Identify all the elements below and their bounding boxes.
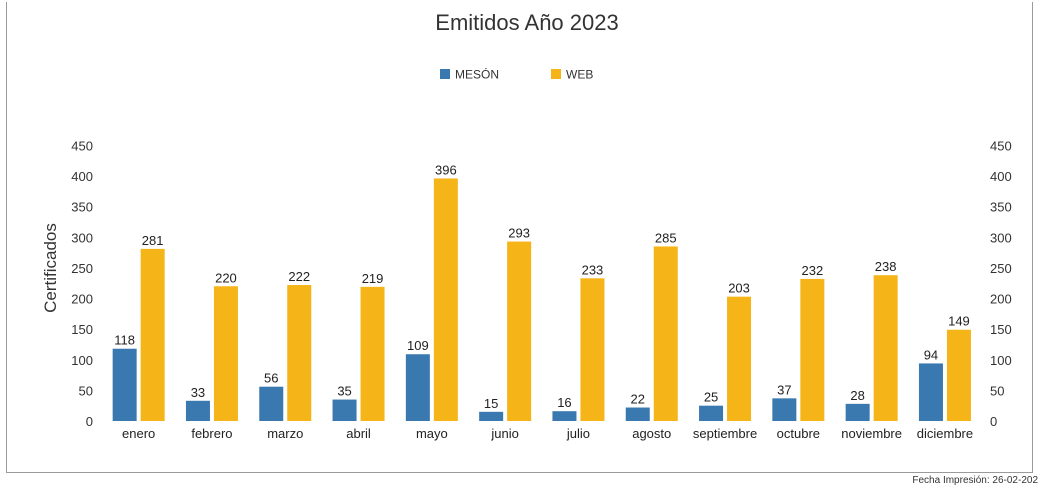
legend-swatch-0 [440,69,450,79]
y-tick-left: 400 [71,169,93,184]
category-label-noviembre: noviembre [841,426,902,441]
chart-frame [6,2,1033,473]
y-tick-left: 200 [71,292,93,307]
y-tick-right: 450 [990,138,1012,153]
y-axis-left: 0 50 100 150 200 250 300 350 400 450 [71,138,93,429]
bar-septiembre-1 [727,296,752,421]
y-tick-right: 300 [990,230,1012,245]
bar-mayo-0 [405,354,430,421]
value-label: 238 [875,259,897,274]
value-label: 35 [337,384,351,399]
value-label: 56 [264,371,278,386]
bar-agosto-1 [653,246,678,421]
value-label: 203 [728,281,750,296]
y-tick-right: 200 [990,292,1012,307]
y-axis-right: 0 50 100 150 200 250 300 350 400 450 [990,138,1012,429]
bar-enero-0 [112,348,137,421]
value-label: 118 [114,333,135,348]
bar-marzo-0 [259,386,284,421]
value-label: 22 [631,392,645,407]
category-label-abril: abril [346,426,371,441]
bar-mayo-1 [433,178,458,421]
value-label: 219 [362,271,384,286]
print-date: Fecha Impresión: 26-02-202 [912,475,1038,486]
category-label-junio: junio [490,426,518,441]
bar-febrero-0 [185,400,210,421]
bar-junio-0 [479,411,504,421]
category-label-septiembre: septiembre [693,426,757,441]
category-label-enero: enero [122,426,155,441]
y-tick-right: 0 [990,414,997,429]
bar-enero-1 [140,248,165,421]
y-tick-right: 350 [990,200,1012,215]
value-label: 16 [557,395,571,410]
legend-label-1: WEB [566,68,593,82]
bar-octubre-1 [800,278,825,421]
legend: MESÓN WEB [440,67,593,82]
y-tick-left: 350 [71,200,93,215]
bar-octubre-0 [772,398,797,421]
bar-septiembre-0 [699,405,724,421]
bar-abril-1 [360,286,385,421]
y-tick-right: 150 [990,322,1012,337]
y-axis-label: Certificados [41,223,60,313]
bar-abril-0 [332,399,357,421]
value-label: 94 [924,347,938,362]
y-tick-left: 150 [71,322,93,337]
y-tick-left: 50 [79,383,93,398]
category-label-mayo: mayo [416,426,448,441]
value-label: 222 [288,269,310,284]
bar-marzo-1 [287,285,312,421]
y-tick-left: 300 [71,230,93,245]
legend-swatch-1 [551,69,561,79]
value-label: 33 [191,385,205,400]
category-label-diciembre: diciembre [917,426,973,441]
value-label: 285 [655,230,677,245]
legend-label-0: MESÓN [455,67,499,82]
value-label: 220 [215,270,237,285]
y-tick-right: 50 [990,383,1004,398]
y-tick-left: 100 [71,353,93,368]
bar-junio-1 [507,241,532,421]
value-label: 25 [704,390,718,405]
y-tick-right: 100 [990,353,1012,368]
value-label: 233 [582,262,604,277]
value-label: 149 [948,314,970,329]
value-label: 293 [508,226,530,241]
bar-julio-0 [552,411,577,421]
value-label: 109 [407,338,429,353]
y-tick-left: 450 [71,138,93,153]
y-tick-left: 0 [86,414,93,429]
bar-noviembre-0 [845,403,870,421]
value-label: 37 [777,382,791,397]
value-label: 15 [484,396,498,411]
bar-noviembre-1 [873,275,898,421]
category-label-febrero: febrero [191,426,232,441]
category-label-julio: julio [566,426,590,441]
x-axis-categories: enero febrero marzo abril mayo junio julio agos… [122,426,973,441]
y-tick-right: 250 [990,261,1012,276]
y-tick-left: 250 [71,261,93,276]
value-label: 281 [142,233,164,248]
category-label-agosto: agosto [632,426,671,441]
bar-agosto-0 [625,407,650,421]
bar-febrero-1 [213,286,238,421]
bar-julio-1 [580,278,605,421]
bars: 118 281 33 220 56 222 35 219 109 396 15 293 16 233 22 2… [112,162,971,421]
y-tick-right: 400 [990,169,1012,184]
category-label-marzo: marzo [267,426,303,441]
value-label: 28 [850,388,864,403]
value-label: 232 [801,263,823,278]
value-label: 396 [435,162,457,177]
chart-title: Emitidos Año 2023 [435,10,618,35]
category-label-octubre: octubre [777,426,820,441]
bar-diciembre-1 [946,329,971,421]
bar-diciembre-0 [918,363,943,421]
